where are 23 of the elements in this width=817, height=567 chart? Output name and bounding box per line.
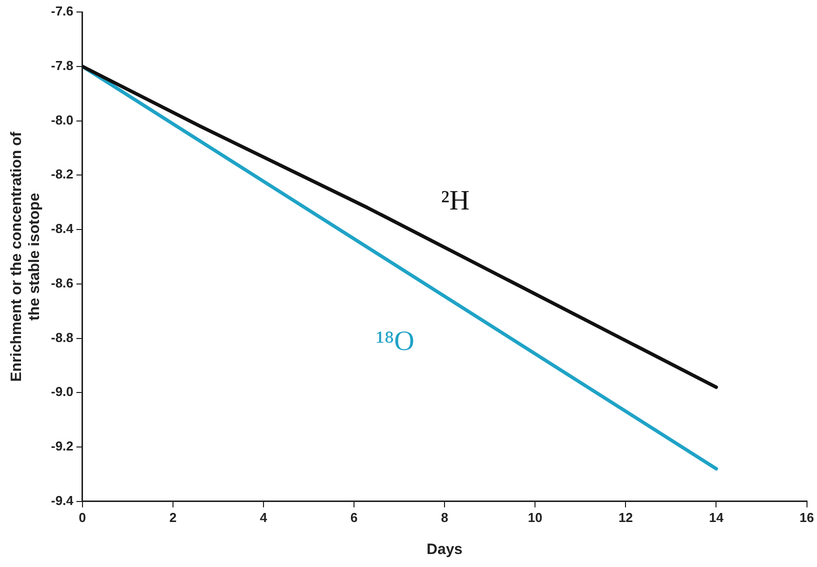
y-tick-label: -8.6 bbox=[50, 275, 74, 290]
series-label: ¹⁸O bbox=[376, 326, 414, 358]
x-tick-label: 6 bbox=[350, 510, 358, 525]
x-tick-label: 4 bbox=[260, 510, 268, 525]
series-label: ²H bbox=[441, 186, 470, 217]
y-tick-label: -9.4 bbox=[50, 492, 74, 508]
y-tick-label: -8.4 bbox=[50, 221, 74, 236]
y-tick-label: -9.2 bbox=[50, 438, 74, 454]
x-tick-label: 16 bbox=[800, 510, 814, 525]
x-tick-label: 10 bbox=[528, 510, 542, 525]
y-tick-label: -9.0 bbox=[50, 384, 74, 400]
x-tick-label: 12 bbox=[618, 510, 633, 525]
x-tick-label: 14 bbox=[708, 510, 724, 525]
y-tick-label: -7.8 bbox=[50, 58, 74, 73]
x-axis-title: Days bbox=[426, 541, 463, 558]
y-tick-label: -8.0 bbox=[50, 112, 74, 128]
x-tick-label: 8 bbox=[440, 510, 448, 525]
x-tick-label: 0 bbox=[78, 510, 86, 525]
y-axis-title: Enrichment or the concentration of the stable isotope bbox=[8, 130, 44, 382]
y-tick-label: -8.8 bbox=[50, 330, 74, 345]
y-tick-label: -7.6 bbox=[50, 4, 74, 19]
y-tick-label: -8.2 bbox=[50, 166, 74, 182]
x-tick-label: 2 bbox=[169, 510, 177, 525]
